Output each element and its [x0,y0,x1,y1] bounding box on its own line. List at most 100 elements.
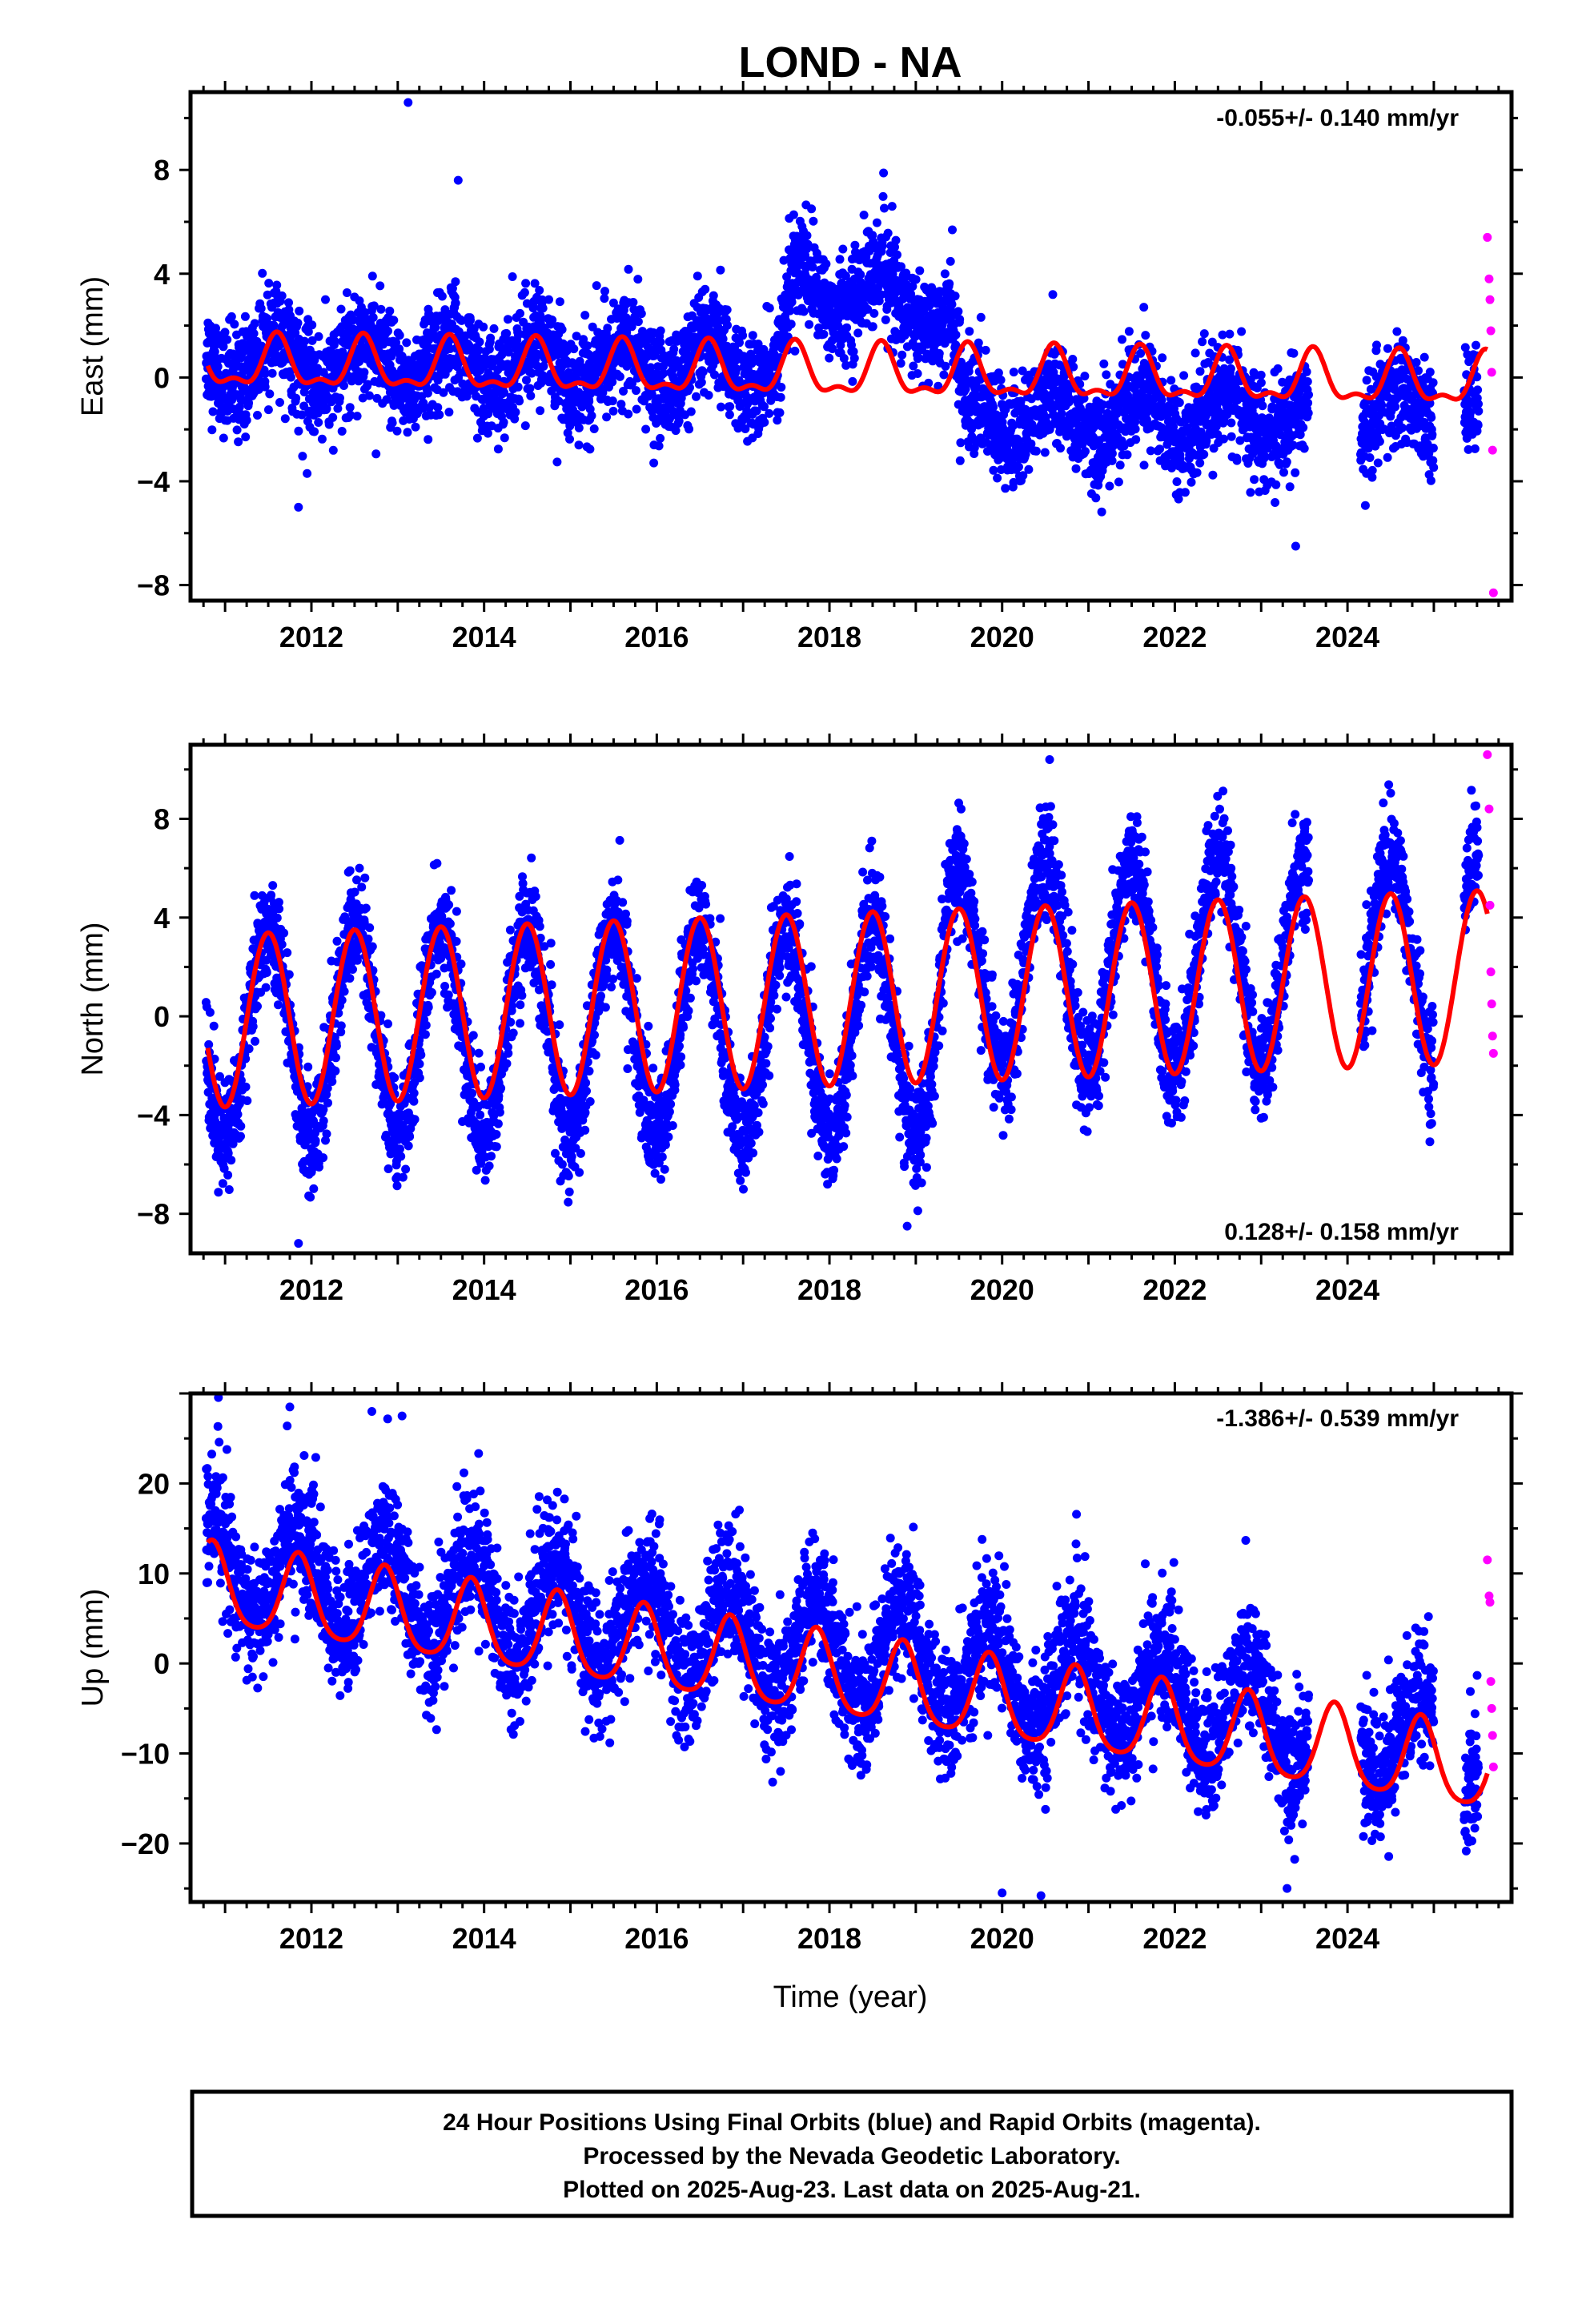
east-daily-point [241,432,251,442]
east-daily-point [1470,444,1480,453]
east-daily-point [256,304,266,313]
east-daily-point [825,353,834,363]
east-daily-point [883,228,893,238]
east-daily-point [483,428,492,438]
east-daily-point [685,424,694,434]
east-daily-point [1279,468,1288,477]
east-daily-point [1166,376,1176,385]
east-final-orbit-series [201,98,1484,551]
east-daily-point [574,423,584,432]
east-daily-point [310,427,319,436]
east-panel: 2012 2014 2016 2018 2020 2022 2024−8−4048East … [76,81,1523,653]
east-outlier-point [1291,541,1300,551]
east-daily-point [330,336,339,346]
north-daily-point [205,1007,215,1017]
east-daily-point [261,368,270,378]
east-daily-point [1179,371,1189,380]
east-daily-point [633,275,643,284]
east-daily-point [403,428,412,437]
east-daily-point [856,270,865,279]
east-daily-point [589,424,599,433]
east-velocity-label: -0.055+/- 0.140 mm/yr [1216,105,1459,131]
east-daily-point [337,427,347,436]
east-daily-point [1285,482,1295,492]
east-daily-point [911,275,921,284]
east-daily-point [219,433,228,443]
east-daily-point [1367,465,1377,475]
east-daily-point [765,408,774,418]
east-x-tick-label: 2020 [970,621,1034,653]
east-daily-point [291,393,301,403]
east-daily-point [786,320,796,329]
east-daily-point [633,317,643,327]
east-daily-point [1141,331,1150,340]
east-daily-point [947,300,957,309]
east-daily-point [371,449,381,459]
east-daily-point [1365,453,1375,462]
east-daily-point [1256,370,1266,380]
east-daily-point [1271,480,1281,489]
east-daily-point [336,304,346,314]
east-daily-point [835,255,845,264]
east-daily-point [472,433,482,443]
east-daily-point [1227,418,1236,428]
east-daily-point [1131,435,1141,444]
east-daily-point [940,269,950,279]
east-daily-point [520,421,530,431]
east-daily-point [965,327,974,336]
east-daily-point [951,330,961,340]
east-daily-point [632,386,640,396]
east-daily-point [328,445,338,455]
east-daily-point [322,404,331,413]
east-daily-point [444,408,454,417]
east-daily-point [324,420,334,429]
east-daily-point [317,434,327,444]
east-daily-point [1195,458,1205,468]
east-daily-point [431,323,440,332]
east-daily-point [307,320,317,330]
east-daily-point [849,353,859,363]
east-daily-point [339,381,348,390]
east-daily-point [307,336,317,345]
east-daily-point [939,370,949,380]
east-daily-point [211,324,220,333]
east-daily-point [848,376,857,386]
east-daily-point [776,392,785,402]
east-daily-point [1392,327,1402,336]
east-daily-point [479,322,488,332]
east-rapid-orbit-series [1483,232,1498,597]
east-x-tick-label: 2024 [1315,621,1379,653]
east-daily-point [284,298,293,308]
east-daily-point [775,408,785,417]
east-daily-point [437,292,447,301]
east-daily-point [615,372,624,381]
east-daily-point [1136,348,1146,358]
east-daily-point [656,433,665,443]
east-daily-point [515,396,524,406]
east-daily-point [423,388,432,398]
east-daily-point [838,244,848,254]
north-daily-point [204,1039,214,1049]
east-daily-point [602,412,612,422]
east-daily-point [1362,376,1371,385]
east-daily-point [250,319,259,328]
east-daily-point [499,417,508,427]
east-daily-point [1048,290,1058,300]
east-daily-point [1258,401,1267,411]
east-daily-point [516,308,524,318]
east-daily-point [263,405,273,415]
east-daily-point [435,410,444,420]
east-daily-point [946,256,955,266]
east-daily-point [1191,348,1200,358]
east-daily-point [1068,355,1078,364]
east-daily-point [656,326,665,336]
east-daily-point [552,457,562,467]
east-daily-point [569,344,579,354]
east-daily-point [475,337,484,347]
east-daily-point [295,306,304,316]
east-daily-point [565,434,574,444]
east-daily-point [342,288,351,297]
east-daily-point [298,452,307,461]
east-daily-point [1373,458,1383,468]
east-daily-point [819,329,829,339]
